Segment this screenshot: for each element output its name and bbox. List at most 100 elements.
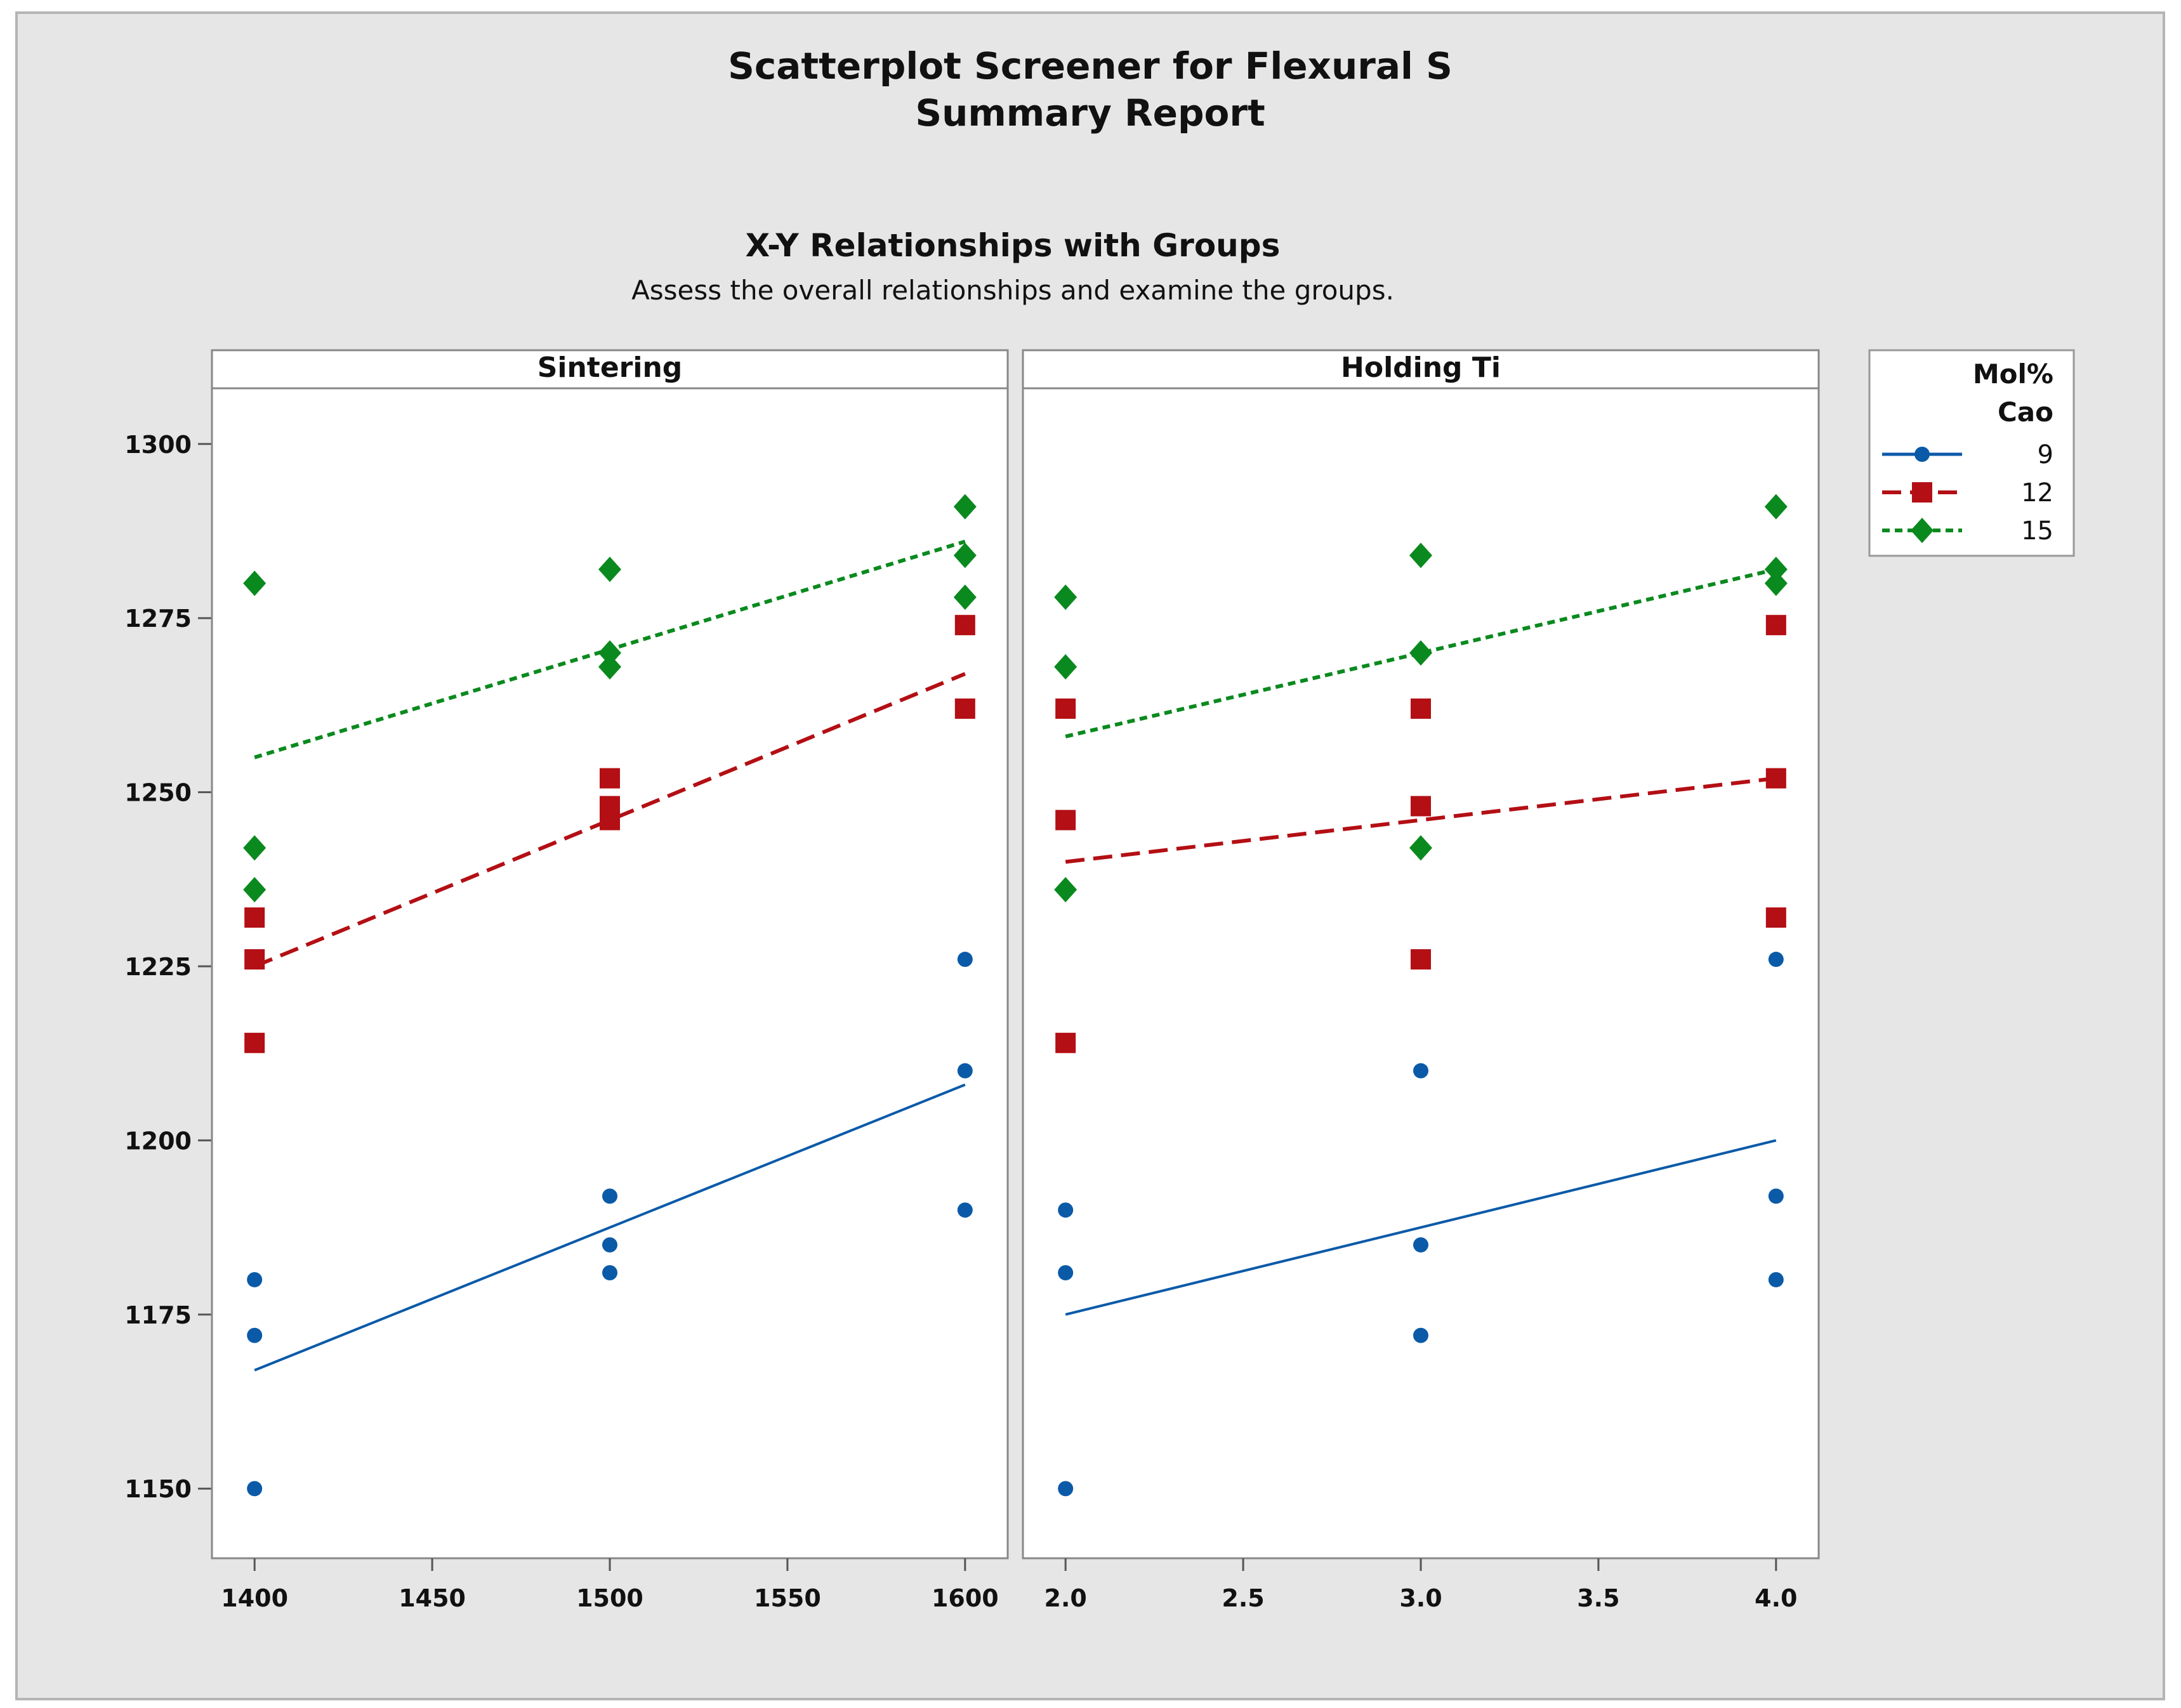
plot-area xyxy=(211,387,1009,1560)
panel-sintering: Sintering 1400 1450 1500 1550 1600 xyxy=(211,349,1009,1612)
data-point-cao-9 xyxy=(1768,952,1784,968)
data-point-cao-9 xyxy=(1413,1063,1428,1079)
data-point-cao-15 xyxy=(1409,640,1432,666)
data-point-cao-12 xyxy=(1765,615,1786,636)
plot-area xyxy=(1022,387,1820,1560)
y-tick-label: 1225 xyxy=(124,953,192,981)
legend-marker xyxy=(1912,482,1932,503)
panel-title: Holding Ti xyxy=(1341,351,1501,384)
x-tick-label: 1550 xyxy=(754,1584,821,1612)
data-point-cao-9 xyxy=(247,1481,263,1497)
data-point-cao-15 xyxy=(598,640,621,666)
x-axis-ticks: 2.0 2.5 3.0 3.5 4.0 xyxy=(1044,1558,1797,1612)
data-point-cao-12 xyxy=(1055,698,1076,719)
data-point-cao-12 xyxy=(600,768,620,789)
legend-title-line1: Mol% xyxy=(1973,358,2053,390)
data-point-cao-9 xyxy=(957,952,973,968)
data-point-cao-12 xyxy=(1055,810,1076,831)
data-point-cao-15 xyxy=(243,570,267,596)
data-point-cao-12 xyxy=(244,907,265,928)
panel-holding-ti: Holding Ti 2.0 2.5 3.0 3.5 4.0 xyxy=(1022,349,1820,1612)
x-tick-label: 3.5 xyxy=(1577,1584,1619,1612)
section-title: X-Y Relationships with Groups xyxy=(746,227,1281,264)
data-point-cao-15 xyxy=(1054,654,1077,680)
legend-marker xyxy=(1914,447,1930,462)
data-point-cao-12 xyxy=(600,796,620,817)
data-point-cao-15 xyxy=(953,542,977,568)
data-point-cao-9 xyxy=(1058,1265,1074,1280)
data-point-cao-15 xyxy=(1409,835,1432,861)
data-point-cao-9 xyxy=(602,1188,617,1204)
fit-line-cao-9 xyxy=(254,1083,966,1372)
data-point-cao-9 xyxy=(602,1265,617,1280)
legend-label: 15 xyxy=(2021,516,2053,546)
y-axis: 1150 1175 1200 1225 1250 1275 1300 xyxy=(124,388,213,1558)
y-axis-ticks: 1150 1175 1200 1225 1250 1275 1300 xyxy=(124,431,212,1503)
data-point-cao-15 xyxy=(243,877,267,903)
data-point-cao-9 xyxy=(957,1202,973,1218)
x-tick-label: 3.0 xyxy=(1399,1584,1442,1612)
fit-lines xyxy=(1065,567,1777,1316)
data-point-cao-12 xyxy=(1411,796,1431,817)
panel-header xyxy=(211,349,1009,390)
x-tick-label: 1500 xyxy=(576,1584,643,1612)
panel-title: Sintering xyxy=(537,351,683,384)
y-tick-label: 1150 xyxy=(124,1475,192,1503)
data-points xyxy=(1054,494,1788,1497)
legend-marker xyxy=(1911,518,1934,543)
data-point-cao-12 xyxy=(954,615,975,636)
data-point-cao-15 xyxy=(598,654,621,680)
data-point-cao-12 xyxy=(1055,1032,1076,1053)
panel-header xyxy=(1022,349,1820,390)
data-point-cao-15 xyxy=(953,584,977,610)
x-tick-label: 2.0 xyxy=(1044,1584,1087,1612)
legend-entry-15: 15 xyxy=(1882,516,2053,546)
data-point-cao-15 xyxy=(1764,556,1788,582)
y-tick-label: 1200 xyxy=(124,1127,192,1155)
legend: Mol% Cao 9 12 15 xyxy=(1868,349,2075,557)
x-tick-label: 1400 xyxy=(221,1584,288,1612)
data-point-cao-9 xyxy=(957,1063,973,1079)
section-subtitle: Assess the overall relationships and exa… xyxy=(631,275,1394,306)
data-point-cao-12 xyxy=(244,949,265,970)
data-point-cao-15 xyxy=(243,835,267,861)
report-title: Scatterplot Screener for Flexural S xyxy=(728,44,1453,88)
data-point-cao-12 xyxy=(1411,698,1431,719)
data-point-cao-12 xyxy=(1765,907,1786,928)
y-tick-label: 1175 xyxy=(124,1301,192,1329)
data-point-cao-9 xyxy=(1413,1237,1428,1253)
data-point-cao-9 xyxy=(1768,1271,1784,1287)
data-point-cao-12 xyxy=(1765,768,1786,789)
legend-label: 12 xyxy=(2021,478,2053,508)
data-point-cao-12 xyxy=(954,698,975,719)
report-subtitle: Summary Report xyxy=(915,91,1265,135)
x-tick-label: 4.0 xyxy=(1755,1584,1797,1612)
y-tick-label: 1250 xyxy=(124,779,192,807)
data-point-cao-15 xyxy=(1764,494,1788,520)
data-point-cao-9 xyxy=(1058,1202,1074,1218)
data-point-cao-15 xyxy=(1054,877,1077,903)
fit-line-cao-9 xyxy=(1065,1139,1777,1316)
fit-line-cao-12 xyxy=(254,672,966,968)
data-point-cao-15 xyxy=(1409,542,1432,568)
legend-label: 9 xyxy=(2038,440,2053,470)
legend-entry-9: 9 xyxy=(1882,440,2053,470)
data-point-cao-15 xyxy=(1764,570,1788,596)
x-tick-label: 1600 xyxy=(932,1584,999,1612)
data-point-cao-15 xyxy=(953,494,977,520)
data-point-cao-15 xyxy=(1054,584,1077,610)
data-point-cao-15 xyxy=(598,556,621,582)
legend-entry-12: 12 xyxy=(1882,478,2053,508)
fit-line-cao-15 xyxy=(1065,567,1777,739)
data-point-cao-9 xyxy=(602,1237,617,1253)
data-point-cao-9 xyxy=(247,1327,263,1343)
y-tick-label: 1275 xyxy=(124,605,192,633)
data-point-cao-12 xyxy=(244,1032,265,1053)
data-point-cao-9 xyxy=(1768,1188,1784,1204)
data-points xyxy=(243,494,977,1497)
data-point-cao-12 xyxy=(1411,949,1431,970)
data-point-cao-9 xyxy=(1413,1327,1428,1343)
x-axis-ticks: 1400 1450 1500 1550 1600 xyxy=(221,1558,999,1612)
legend-title-line2: Cao xyxy=(1998,397,2053,428)
